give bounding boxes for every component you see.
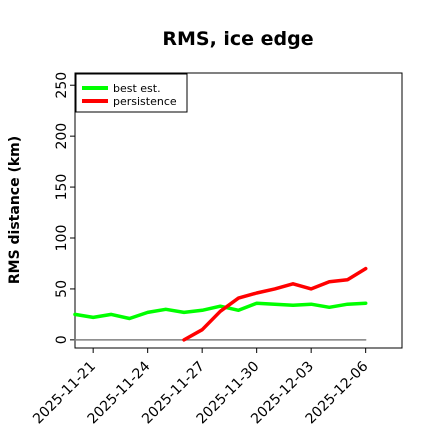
legend: best est. persistence (75, 73, 188, 113)
plot-area (74, 72, 403, 349)
legend-label-best-est: best est. (113, 82, 161, 95)
y-tick-label: 100 (54, 225, 70, 252)
series-line-persistence (182, 266, 368, 342)
x-axis: 2025-11-212025-11-242025-11-272025-11-30… (30, 348, 372, 427)
y-tick-label: 250 (54, 72, 70, 99)
chart-title: RMS, ice edge (162, 28, 313, 50)
y-tick-label: 150 (54, 174, 70, 201)
legend-box (75, 73, 188, 113)
y-tick-label: 0 (54, 335, 70, 344)
series-layer (73, 266, 368, 342)
y-axis-label: RMS distance (km) (7, 136, 23, 284)
y-axis: 0 50 100 150 200 250 (54, 72, 75, 344)
y-tick-label: 50 (54, 280, 70, 298)
y-tick-label: 200 (54, 123, 70, 150)
legend-label-persistence: persistence (113, 95, 177, 108)
series-line-best-est (73, 301, 368, 321)
